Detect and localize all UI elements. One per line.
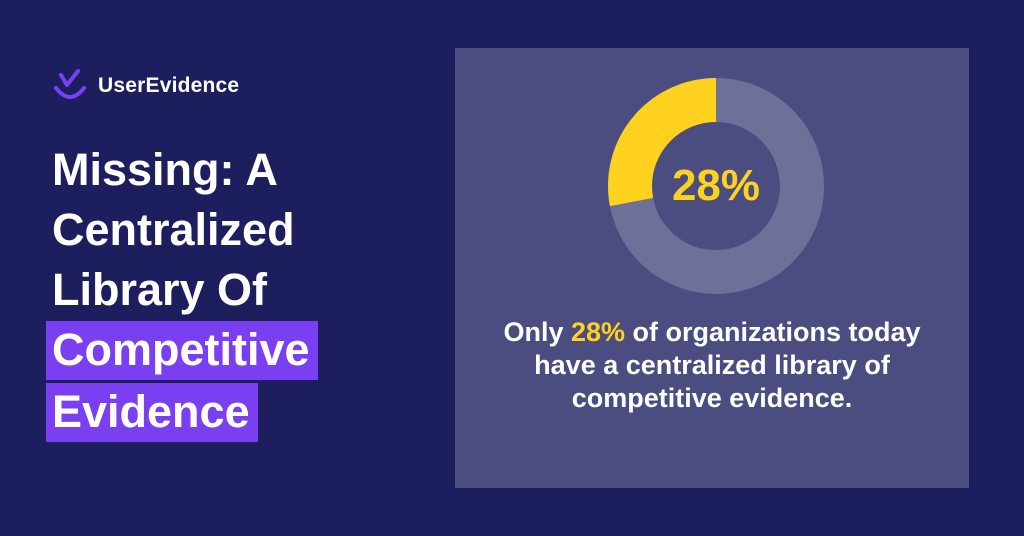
caption-highlight: 28%: [570, 317, 626, 347]
donut-center-label: 28%: [671, 161, 761, 210]
caption-suffix: of organizations today have a centralize…: [534, 317, 921, 413]
title-line-2: Centralized: [52, 204, 295, 255]
title-line-3: Library Of: [52, 264, 268, 315]
title-highlight-1: Competitive: [46, 321, 318, 380]
title-highlight-2: Evidence: [46, 383, 258, 442]
brand-name: UserEvidence: [98, 74, 240, 97]
stat-card: 28% Only 28% of organizations today have…: [455, 48, 969, 488]
checkmark-smile-icon: [54, 69, 86, 99]
stat-caption: Only 28% of organizations today have a c…: [495, 316, 929, 415]
donut-slice-2: [608, 78, 824, 294]
page-title: Missing: A Centralized Library Of Compet…: [46, 140, 432, 444]
title-line-1: Missing: A: [52, 144, 278, 195]
caption-prefix: Only: [503, 317, 571, 347]
donut-chart: 28%: [606, 76, 826, 296]
donut-svg: [608, 78, 824, 294]
brand-logo: UserEvidence: [52, 68, 239, 104]
